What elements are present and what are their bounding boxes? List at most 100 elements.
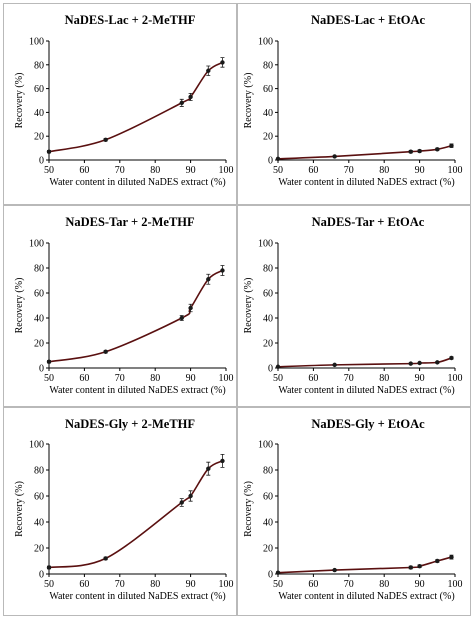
y-tick-label: 60 (263, 492, 273, 503)
chart-svg: NaDES-Lac + EtOAc 0 20 40 60 80 100 50 60 70 80 90 1… (243, 13, 463, 188)
series-line (277, 357, 452, 368)
data-point (46, 359, 52, 364)
data-point (408, 361, 413, 366)
x-tick-label: 50 (273, 373, 283, 384)
x-axis-label: Water content in diluted NaDES extract (… (278, 591, 454, 602)
x-tick-label: 60 (79, 579, 89, 590)
y-tick-label: 80 (263, 466, 273, 477)
chart-svg: NaDES-Tar + 2-MeTHF 0 20 40 60 80 100 50 60 70 80 9… (14, 215, 234, 396)
x-tick-label: 60 (308, 373, 318, 384)
x-tick-label: 50 (44, 373, 54, 384)
y-axis-label: Recovery (%) (14, 278, 25, 334)
x-axis-label: Water content in diluted NaDES extract (… (49, 177, 225, 188)
y-tick-label: 100 (258, 37, 273, 48)
data-point (275, 570, 281, 575)
x-tick-label: 90 (415, 165, 425, 176)
data-point (332, 362, 337, 368)
y-tick-label: 0 (39, 156, 44, 167)
chart-title: NaDES-Tar + 2-MeTHF (65, 215, 195, 229)
chart-svg: NaDES-Gly + EtOAc 0 20 40 60 80 100 50 60 70 80 90 1… (243, 417, 463, 602)
y-tick-label: 20 (263, 132, 273, 143)
y-tick-label: 80 (263, 60, 273, 71)
data-point (417, 564, 422, 569)
y-axis-label: Recovery (%) (14, 73, 25, 129)
chart-title: NaDES-Tar + EtOAc (312, 215, 425, 229)
data-point (103, 137, 108, 142)
data-point (220, 268, 225, 273)
x-tick-label: 90 (186, 373, 196, 384)
data-point (449, 554, 454, 560)
series-line (48, 460, 223, 569)
data-point (206, 68, 211, 73)
x-tick-label: 70 (344, 579, 354, 590)
x-tick-label: 70 (115, 579, 125, 590)
y-tick-label: 60 (34, 289, 44, 300)
x-tick-label: 100 (219, 165, 234, 176)
chart-svg: NaDES-Lac + 2-MeTHF 0 20 40 60 80 100 50 60 70 80 9… (14, 13, 234, 188)
data-point (188, 94, 193, 100)
x-tick-label: 100 (219, 373, 234, 384)
y-tick-label: 60 (263, 289, 273, 300)
x-tick-label: 80 (150, 165, 160, 176)
x-tick-label: 50 (273, 165, 283, 176)
x-axis-label: Water content in diluted NaDES extract (… (49, 385, 225, 396)
y-tick-label: 0 (268, 570, 273, 581)
x-tick-label: 90 (186, 165, 196, 176)
x-tick-label: 50 (273, 579, 283, 590)
x-tick-label: 80 (150, 579, 160, 590)
x-tick-label: 50 (44, 165, 54, 176)
chart-title: NaDES-Gly + 2-MeTHF (65, 417, 195, 431)
y-tick-label: 40 (34, 108, 44, 119)
data-point (103, 349, 108, 354)
chart-panel: NaDES-Lac + 2-MeTHF 0 20 40 60 80 100 50 60 70 80 9… (3, 3, 237, 205)
x-tick-label: 90 (186, 579, 196, 590)
data-point (206, 277, 211, 282)
data-point (449, 143, 454, 148)
y-tick-label: 0 (39, 364, 44, 375)
y-tick-label: 40 (263, 518, 273, 529)
y-tick-label: 60 (263, 84, 273, 95)
data-point (206, 466, 211, 471)
data-point (46, 149, 52, 154)
data-point (435, 558, 440, 564)
x-tick-label: 60 (308, 165, 318, 176)
chart-svg: NaDES-Gly + 2-MeTHF 0 20 40 60 80 100 50 60 70 80 9… (14, 417, 234, 602)
y-tick-label: 100 (29, 440, 44, 451)
data-point (332, 154, 337, 159)
series-line (277, 556, 452, 574)
y-tick-label: 40 (34, 518, 44, 529)
y-tick-label: 100 (29, 239, 44, 250)
chart-panel: NaDES-Tar + EtOAc 0 20 40 60 80 100 50 60 70 80 90 1… (237, 205, 471, 407)
y-tick-label: 0 (268, 364, 273, 375)
x-tick-label: 100 (448, 579, 463, 590)
data-point (275, 156, 281, 162)
x-tick-label: 100 (219, 579, 234, 590)
data-point (332, 567, 337, 573)
x-tick-label: 60 (308, 579, 318, 590)
y-tick-label: 80 (34, 466, 44, 477)
data-point (46, 565, 52, 570)
y-axis-label: Recovery (%) (243, 278, 254, 334)
y-tick-label: 20 (263, 339, 273, 350)
y-tick-label: 80 (34, 264, 44, 275)
y-tick-label: 80 (263, 264, 273, 275)
x-tick-label: 80 (379, 579, 389, 590)
data-point (103, 556, 108, 561)
chart-panel: NaDES-Gly + 2-MeTHF 0 20 40 60 80 100 50 60 70 80 9… (3, 407, 237, 616)
data-point (435, 360, 440, 365)
x-tick-label: 70 (115, 165, 125, 176)
series-line (277, 144, 452, 160)
y-tick-label: 20 (34, 544, 44, 555)
x-axis-label: Water content in diluted NaDES extract (… (49, 591, 225, 602)
data-point (220, 60, 225, 65)
x-axis-label: Water content in diluted NaDES extract (… (278, 177, 454, 188)
x-tick-label: 80 (150, 373, 160, 384)
data-point (417, 360, 422, 366)
y-tick-label: 40 (34, 314, 44, 325)
y-axis-label: Recovery (%) (243, 73, 254, 129)
chart-title: NaDES-Lac + 2-MeTHF (65, 13, 196, 27)
series-line (48, 269, 223, 363)
y-tick-label: 100 (258, 440, 273, 451)
y-tick-label: 0 (39, 570, 44, 581)
chart-title: NaDES-Gly + EtOAc (311, 417, 425, 431)
